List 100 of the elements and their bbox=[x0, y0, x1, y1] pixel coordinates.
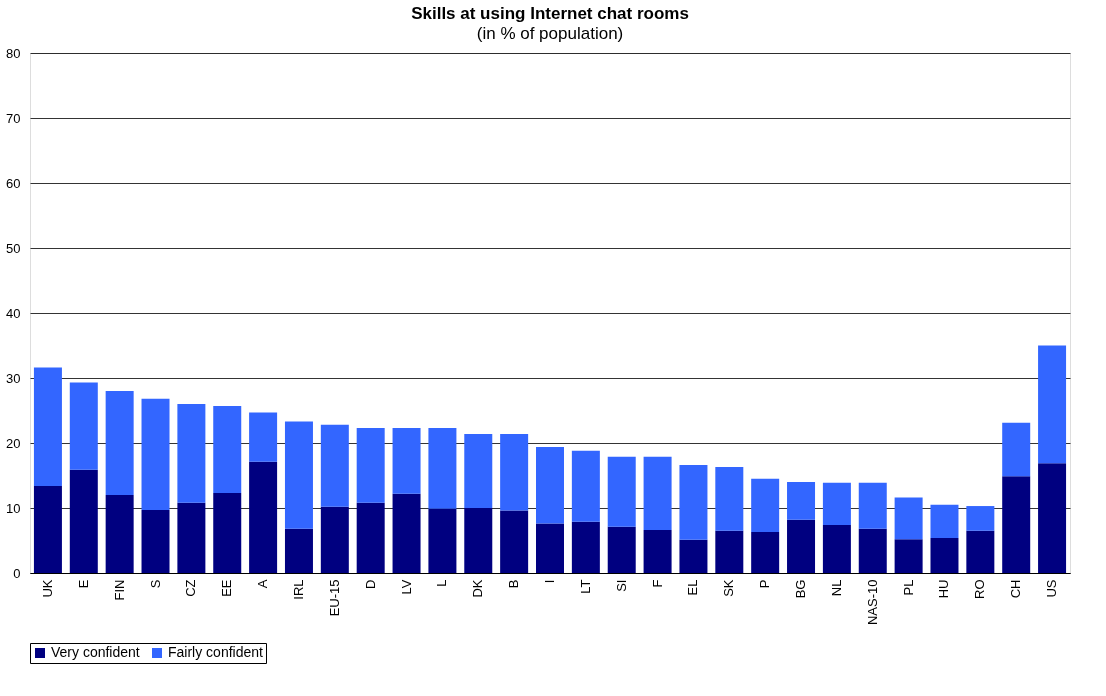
bar bbox=[715, 530, 744, 573]
legend-label: Very confident bbox=[51, 644, 140, 660]
bar bbox=[141, 398, 170, 510]
x-tick-label: B bbox=[506, 579, 522, 589]
bar bbox=[536, 523, 564, 573]
bar bbox=[320, 424, 349, 507]
bar bbox=[356, 502, 385, 573]
x-tick-label: IRL bbox=[290, 579, 306, 600]
bar bbox=[284, 421, 313, 529]
y-tick-label: 80 bbox=[6, 45, 21, 61]
y-tick-label: 60 bbox=[6, 175, 21, 191]
bar bbox=[428, 508, 457, 573]
legend-label: Fairly confident bbox=[168, 644, 264, 660]
bar bbox=[249, 461, 278, 573]
bar bbox=[679, 539, 708, 573]
bar bbox=[428, 428, 457, 509]
bar bbox=[392, 493, 421, 573]
bar bbox=[500, 510, 529, 573]
x-tick-label: NL bbox=[828, 579, 844, 597]
bar bbox=[894, 539, 923, 573]
bar bbox=[536, 446, 564, 524]
y-tick-label: 50 bbox=[6, 240, 21, 256]
bar bbox=[69, 382, 98, 470]
bar bbox=[751, 478, 780, 533]
bar bbox=[464, 433, 493, 508]
x-tick-label: EL bbox=[685, 579, 701, 596]
bar bbox=[715, 467, 744, 531]
chart-subtitle: (in % of population) bbox=[476, 24, 624, 43]
y-tick-label: 70 bbox=[6, 110, 21, 126]
x-tick-label: FIN bbox=[111, 579, 127, 601]
bar bbox=[392, 428, 421, 494]
bar bbox=[356, 428, 385, 503]
x-tick-label: P bbox=[757, 579, 773, 589]
bar bbox=[464, 508, 493, 573]
x-tick-label: DK bbox=[470, 579, 486, 598]
bar bbox=[571, 521, 600, 573]
bar bbox=[1038, 345, 1067, 464]
x-tick-label: F bbox=[649, 579, 665, 588]
bar bbox=[33, 367, 62, 486]
x-tick-label: EE bbox=[219, 579, 235, 597]
bar bbox=[930, 537, 959, 573]
x-tick-label: L bbox=[434, 579, 450, 587]
bar bbox=[787, 519, 816, 573]
x-tick-label: I bbox=[542, 579, 557, 584]
bar bbox=[930, 504, 959, 538]
bar bbox=[105, 495, 134, 573]
x-tick-label: SI bbox=[613, 579, 629, 592]
x-tick-label: RO bbox=[972, 579, 988, 599]
bar bbox=[500, 433, 529, 511]
y-tick-label: 10 bbox=[6, 500, 21, 516]
bar bbox=[787, 482, 816, 520]
x-tick-label: E bbox=[75, 579, 91, 589]
x-tick-label: NAS-10 bbox=[864, 579, 880, 626]
bar bbox=[1002, 422, 1031, 477]
y-tick-label: 30 bbox=[6, 370, 21, 386]
bar bbox=[1002, 476, 1031, 573]
x-tick-label: D bbox=[362, 579, 378, 589]
chart-title: Skills at using Internet chat rooms bbox=[411, 4, 689, 23]
bar bbox=[1038, 463, 1067, 573]
bar bbox=[822, 524, 851, 573]
y-tick-label: 20 bbox=[6, 435, 21, 451]
bar bbox=[751, 532, 780, 573]
x-tick-label: HU bbox=[936, 579, 952, 599]
x-tick-label: BG bbox=[793, 579, 809, 599]
x-tick-label: CH bbox=[1008, 579, 1024, 599]
bar bbox=[643, 456, 672, 531]
bar bbox=[607, 526, 636, 573]
bar bbox=[213, 493, 242, 573]
x-tick-label: UK bbox=[39, 579, 55, 598]
bar bbox=[571, 450, 600, 522]
x-tick-label: A bbox=[255, 579, 271, 589]
bar bbox=[69, 469, 98, 573]
x-tick-label: S bbox=[147, 579, 163, 589]
bar bbox=[213, 405, 242, 494]
bar bbox=[284, 528, 313, 573]
bar bbox=[966, 506, 995, 531]
x-tick-label: SK bbox=[721, 579, 737, 597]
bar bbox=[177, 502, 206, 573]
bar bbox=[33, 485, 62, 573]
bar bbox=[105, 391, 134, 495]
x-tick-label: US bbox=[1044, 579, 1060, 598]
bar bbox=[858, 528, 887, 573]
bar bbox=[177, 404, 206, 503]
bar bbox=[966, 530, 995, 573]
bar bbox=[607, 456, 636, 527]
bar bbox=[894, 497, 923, 540]
x-tick-label: EU-15 bbox=[326, 579, 342, 617]
x-tick-label: LV bbox=[398, 579, 414, 595]
x-tick-label: PL bbox=[900, 579, 916, 596]
bar bbox=[679, 465, 708, 540]
bar bbox=[249, 412, 278, 462]
y-tick-label: 40 bbox=[6, 305, 21, 321]
bar bbox=[858, 482, 887, 529]
y-tick-label: 0 bbox=[13, 565, 21, 581]
x-tick-label: CZ bbox=[183, 579, 199, 597]
bar bbox=[643, 530, 672, 573]
bar bbox=[320, 506, 349, 573]
bar bbox=[141, 509, 170, 573]
x-tick-label: LT bbox=[577, 579, 593, 594]
bar bbox=[822, 482, 851, 525]
